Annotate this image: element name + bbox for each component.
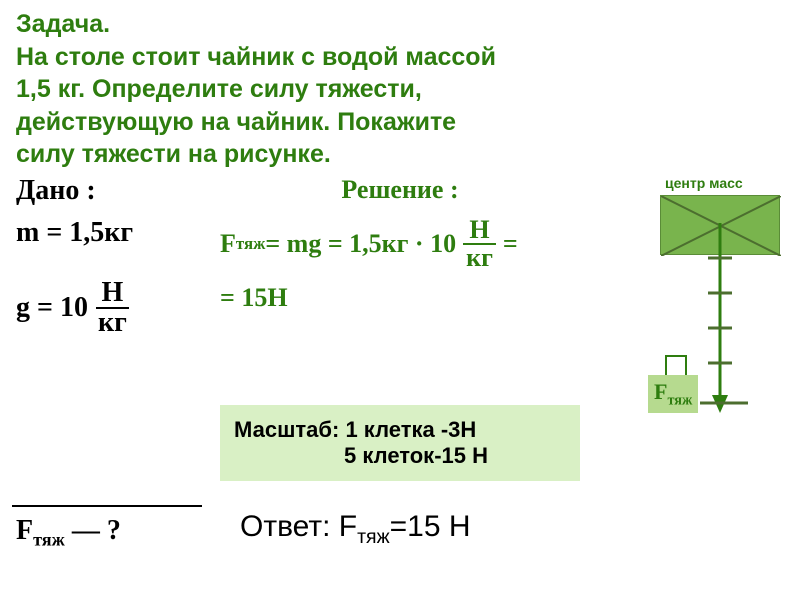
given-label: Дано :: [16, 175, 206, 207]
small-box-icon: [665, 355, 687, 377]
unknown-quantity: Fтяж — ?: [16, 515, 121, 551]
force-arrow-icon: [700, 223, 760, 423]
main-formula: Fтяж = mg = 1,5кг · 10 Н кг =: [220, 217, 580, 271]
problem-statement: Задача. На столе стоит чайник с водой ма…: [0, 0, 800, 175]
solution-label: Решение :: [220, 175, 580, 205]
scale-box: Масштаб: 1 клетка -3Н 5 клеток-15 Н: [220, 405, 580, 481]
scale-line-2: 5 клеток-15 Н: [234, 443, 566, 469]
given-divider: [12, 505, 202, 507]
problem-line: действующую на чайник. Покажите: [16, 106, 784, 139]
force-label-box: Fтяж: [648, 375, 698, 413]
g-fraction: Н кг: [92, 279, 133, 337]
center-mass-label: центр масс: [665, 175, 743, 191]
unit-fraction: Н кг: [460, 217, 499, 271]
solution-panel: Решение : Fтяж = mg = 1,5кг · 10 Н кг = …: [220, 175, 580, 325]
result-value: = 15Н: [220, 283, 580, 313]
problem-line: На столе стоит чайник с водой массой: [16, 41, 784, 74]
problem-line: 1,5 кг. Определите силу тяжести,: [16, 73, 784, 106]
content-area: Дано : m = 1,5кг g = 10 Н кг Fтяж — ? Ре…: [0, 175, 800, 595]
given-panel: Дано : m = 1,5кг g = 10 Н кг: [16, 175, 206, 347]
g-value: g = 10 Н кг: [16, 279, 206, 337]
force-diagram: центр масс Fтяж: [610, 165, 790, 485]
problem-title: Задача.: [16, 8, 784, 41]
scale-line-1: Масштаб: 1 клетка -3Н: [234, 417, 566, 443]
answer-row: Ответ: Fтяж=15 Н: [240, 510, 471, 549]
mass-value: m = 1,5кг: [16, 217, 206, 249]
